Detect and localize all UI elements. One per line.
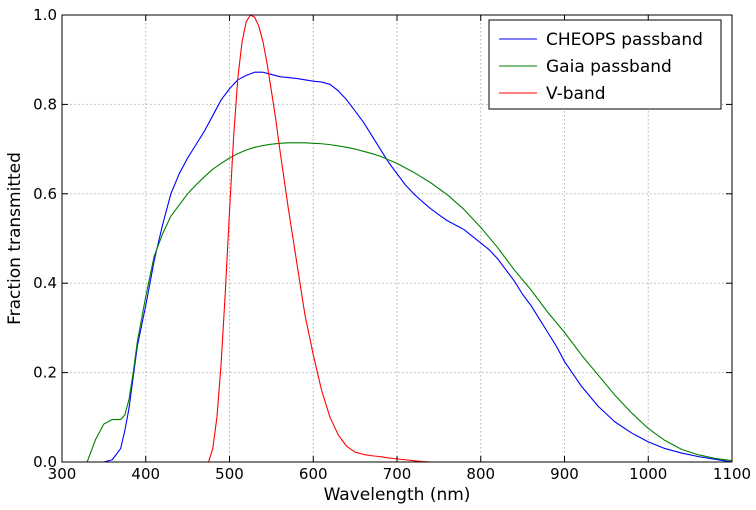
x-tick-label-5: 800 — [466, 465, 495, 483]
legend-label-0: CHEOPS passband — [546, 30, 703, 50]
y-tick-label-3: 0.6 — [33, 185, 57, 203]
legend-box — [488, 19, 722, 110]
legend-label-1: Gaia passband — [546, 57, 672, 77]
y-tick-label-2: 0.4 — [33, 274, 57, 292]
series-line-2 — [204, 14, 431, 463]
series-line-0 — [87, 71, 733, 463]
y-axis-label: Fraction transmitted — [5, 152, 25, 325]
y-tick-label-4: 0.8 — [33, 95, 57, 113]
legend-label-2: V-band — [546, 84, 606, 104]
ticks — [61, 14, 733, 463]
x-tick-label-6: 900 — [550, 465, 579, 483]
x-tick-label-4: 700 — [383, 465, 412, 483]
y-tick-label-0: 0.0 — [33, 453, 57, 471]
x-tick-label-8: 1100 — [713, 465, 751, 483]
y-tick-label-1: 0.2 — [33, 364, 57, 382]
x-tick-label-3: 600 — [299, 465, 328, 483]
x-tick-labels: 300 400 500 600 700 800 900 1000 1100 — [48, 465, 751, 483]
x-tick-label-2: 500 — [215, 465, 244, 483]
y-tick-label-5: 1.0 — [33, 6, 57, 24]
legend: CHEOPS passband Gaia passband V-band — [488, 19, 722, 110]
grid — [62, 15, 732, 462]
x-tick-label-0: 300 — [48, 465, 77, 483]
x-axis-label: Wavelength (nm) — [324, 485, 471, 505]
x-tick-label-7: 1000 — [629, 465, 667, 483]
series-line-1 — [78, 142, 733, 463]
series-group — [78, 14, 733, 463]
x-tick-label-1: 400 — [131, 465, 160, 483]
y-tick-labels: 0.0 0.2 0.4 0.6 0.8 1.0 — [33, 6, 57, 471]
